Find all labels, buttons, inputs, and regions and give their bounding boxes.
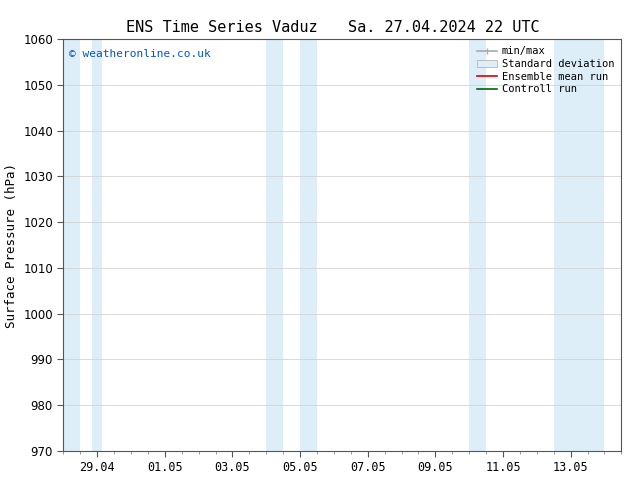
- Bar: [92, 39, 102, 451]
- Bar: [300, 39, 317, 451]
- Text: © weatheronline.co.uk: © weatheronline.co.uk: [69, 49, 210, 59]
- Text: Sa. 27.04.2024 22 UTC: Sa. 27.04.2024 22 UTC: [348, 20, 540, 35]
- Bar: [266, 39, 283, 451]
- Bar: [63, 39, 81, 451]
- Text: ENS Time Series Vaduz: ENS Time Series Vaduz: [126, 20, 318, 35]
- Bar: [469, 39, 486, 451]
- Legend: min/max, Standard deviation, Ensemble mean run, Controll run: min/max, Standard deviation, Ensemble me…: [474, 45, 616, 97]
- Y-axis label: Surface Pressure (hPa): Surface Pressure (hPa): [4, 163, 18, 327]
- Bar: [553, 39, 604, 451]
